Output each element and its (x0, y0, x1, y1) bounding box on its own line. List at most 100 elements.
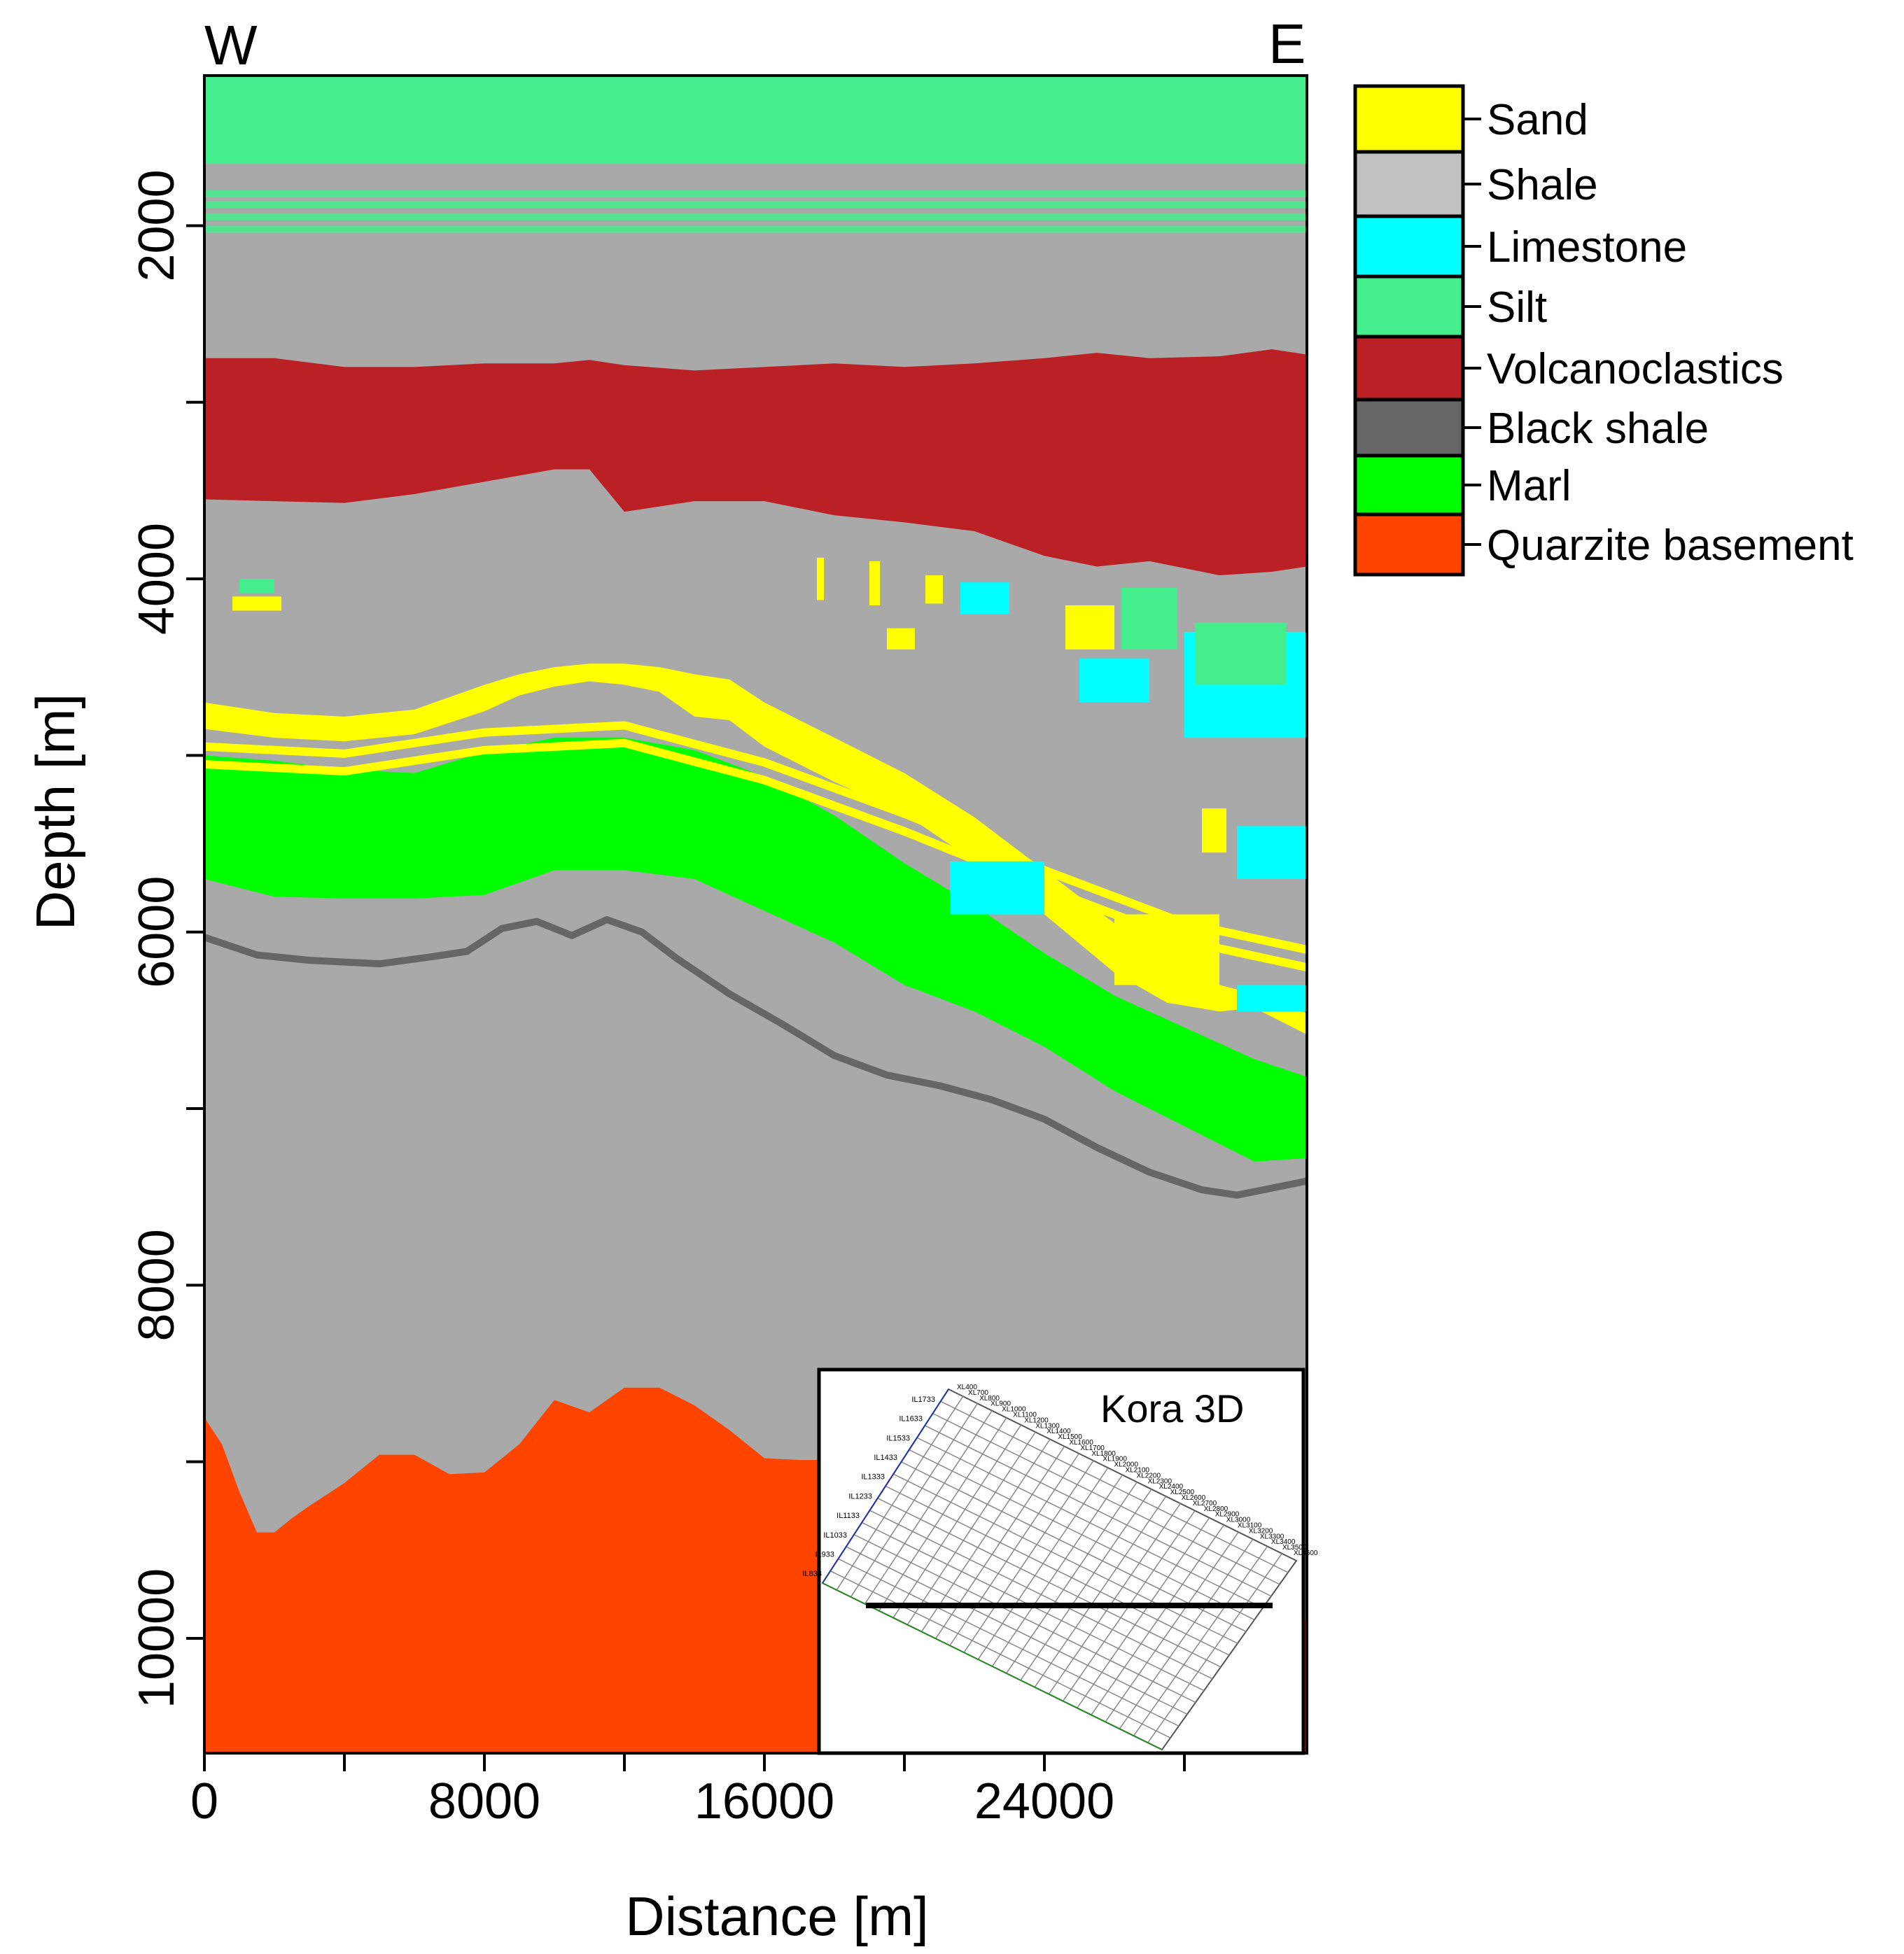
inset-survey-map: IL1733 IL1633 IL1533 IL1433 IL1333 IL1233 IL11… (802, 1368, 1318, 1755)
legend-swatch (1353, 150, 1465, 218)
inset-inline-label: IL933 (815, 1550, 834, 1559)
inset-crossline-label: XL3300 (1260, 1533, 1284, 1540)
inset-crossline-label: XL1100 (1013, 1411, 1037, 1419)
inset-crossline-label: XL3400 (1271, 1538, 1296, 1546)
inset-crossline (1077, 1517, 1210, 1708)
streak-sand-0 (817, 557, 824, 600)
legend-swatch (1353, 454, 1465, 516)
y-axis-label: Depth [m] (24, 694, 86, 930)
sand-thin-bed-0 (204, 721, 1308, 954)
legend-swatch (1353, 512, 1465, 577)
inset-crossline (1119, 1538, 1254, 1729)
inset-inline-label: IL1033 (823, 1531, 847, 1540)
layer-silt-interbeds-3 (204, 225, 1307, 233)
inset-crossline-label: XL700 (968, 1389, 988, 1397)
x-tick-label: 0 (190, 1773, 218, 1829)
inset-inline-label: IL1533 (886, 1434, 910, 1442)
inset-bottom-edge (822, 1582, 1163, 1750)
inset-crossline (963, 1460, 1094, 1653)
inset-crossline (906, 1431, 1036, 1625)
streak-limestone-16 (1237, 985, 1307, 1012)
inset-crossline-label: XL1400 (1046, 1428, 1071, 1435)
x-tick-label: 8000 (428, 1773, 540, 1829)
direction-west-label: W (204, 14, 258, 76)
inset-frame (817, 1368, 1306, 1755)
inset-crossline (864, 1410, 993, 1605)
inset-crossline (1034, 1496, 1167, 1688)
inset-crossline (991, 1475, 1124, 1667)
layer-silt-interbeds-1 (204, 201, 1307, 209)
legend-label: Sand (1487, 96, 1588, 144)
layer-volcanoclastics (204, 349, 1307, 576)
legend-label: Limestone (1487, 223, 1687, 272)
legend-swatch (1353, 84, 1465, 154)
inset-crossline-label: XL1800 (1091, 1450, 1116, 1458)
inset-crossline-label: XL3600 (1294, 1549, 1318, 1557)
layer-black-shale (203, 916, 1308, 1199)
legend-swatch (1353, 398, 1465, 458)
inset-inline-label: IL1733 (911, 1396, 935, 1404)
inset-crossline-label: XL1200 (1024, 1417, 1049, 1424)
inset-crossline (977, 1467, 1109, 1660)
inset-inline-label: IL1233 (848, 1492, 872, 1500)
legend: Sand Shale Limestone Silt Volcanoclastics Bl… (1353, 84, 1854, 577)
y-tick-label: 8000 (129, 1229, 185, 1341)
x-axis-label: Distance [m] (625, 1885, 928, 1947)
layer-marl (204, 738, 1307, 1162)
inset-crossline-label: XL800 (979, 1395, 1000, 1403)
inset-crossline-label: XL2300 (1148, 1477, 1172, 1485)
inset-crossline-label: XL900 (990, 1400, 1011, 1408)
streak-sand-15 (1114, 914, 1219, 985)
y-tick-label: 10000 (129, 1568, 185, 1708)
layer-silt-interbeds-0 (204, 190, 1307, 198)
inset-crossline (1048, 1503, 1181, 1695)
inset-crossline-label: XL2500 (1170, 1489, 1195, 1496)
legend-label: Shale (1487, 161, 1598, 209)
inset-inline-label: IL1433 (874, 1454, 897, 1462)
inset-crossline (1133, 1546, 1268, 1736)
inset-crossline-label: XL3100 (1238, 1522, 1262, 1530)
inset-crossline-label: XL2600 (1182, 1494, 1206, 1502)
lithology-patches (204, 557, 1308, 1012)
legend-label: Marl (1487, 462, 1572, 510)
inset-inline-label: IL1633 (899, 1415, 923, 1424)
streak-limestone-11 (1237, 826, 1307, 880)
legend-swatch (1353, 335, 1465, 402)
inset-crossline-label: XL1900 (1102, 1456, 1127, 1463)
inset-crossline-label: XL1300 (1035, 1422, 1060, 1430)
streak-silt-9 (1195, 623, 1286, 685)
streak-sand-1 (869, 561, 880, 605)
inset-crossline-label: XL3500 (1282, 1544, 1307, 1552)
streak-sand-2 (925, 575, 943, 604)
streak-sand-4 (887, 628, 915, 650)
inset-crossline-label: XL2100 (1126, 1467, 1150, 1475)
streak-limestone-3 (960, 582, 1009, 614)
layer-silt-top (204, 76, 1307, 164)
inset-crossline-label: XL2800 (1204, 1505, 1228, 1513)
axes: 0 8000 16000 24000 2000 4000 6000 8000 10000 (129, 169, 1186, 1829)
legend-swatch (1353, 214, 1465, 279)
streak-limestone-14 (950, 861, 1044, 915)
inset-crossline (1105, 1531, 1239, 1722)
inset-crossline-label: XL2000 (1114, 1461, 1138, 1469)
plot-frame (203, 74, 1308, 1755)
inset-crossline-label: XL1600 (1069, 1439, 1093, 1447)
x-tick-label: 24000 (974, 1773, 1114, 1829)
legend-label: Silt (1487, 283, 1547, 332)
y-tick-label: 4000 (129, 523, 185, 635)
layer-silt-interbeds-2 (204, 213, 1307, 220)
plot-area (203, 74, 1308, 1755)
streak-sand-5 (1065, 605, 1114, 650)
inset-crossline-label: XL1000 (1002, 1406, 1026, 1414)
x-tick-label: 16000 (694, 1773, 834, 1829)
inset-crossline (1006, 1482, 1138, 1674)
legend-label: Black shale (1487, 405, 1709, 453)
inset-crossline (1147, 1553, 1282, 1743)
inset-crossline-label: XL2400 (1159, 1483, 1184, 1491)
legend-label: Quarzite basement (1487, 521, 1854, 570)
y-tick-label: 2000 (129, 169, 185, 281)
layer-sand-main (204, 663, 1307, 1035)
inset-crossline-label: XL2900 (1215, 1511, 1240, 1519)
inset-crossline (892, 1424, 1022, 1618)
